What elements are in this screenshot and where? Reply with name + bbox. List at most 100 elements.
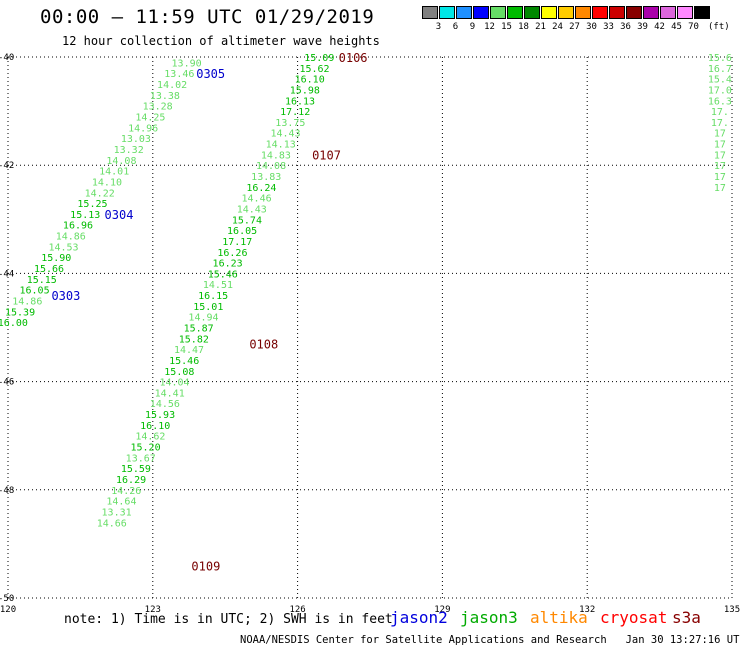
color-scale-label: 21 [535,22,546,32]
color-swatch [677,6,693,19]
track-id-label: 0108 [249,338,278,352]
swh-data-label: 14.94 [188,313,218,324]
swh-data-label: 14.08 [106,156,136,167]
y-tick-label: -44 [0,269,14,279]
swh-data-label: 17.12 [280,107,310,118]
page-title: 00:00 – 11:59 UTC 01/29/2019 [40,6,375,28]
swh-data-label: 15.59 [121,464,151,475]
footer-credit: NOAA/NESDIS Center for Satellite Applica… [240,634,740,646]
swh-data-label: 14.01 [99,167,129,178]
swh-data-label: 14.51 [203,280,233,291]
swh-data-label: 16.10 [140,421,170,432]
track-id-label: 0303 [51,289,80,303]
swh-data-label: 13.28 [143,102,173,113]
color-swatch [439,6,455,19]
swh-data-label: 16.23 [213,259,243,270]
swh-data-label: 13.90 [172,58,202,69]
page-subtitle: 12 hour collection of altimeter wave hei… [62,34,380,48]
swh-data-label: 14.86 [56,232,86,243]
swh-data-label: 14.13 [266,140,296,151]
swh-data-label: 15.4 [708,75,732,86]
color-scale-label: 39 [637,22,648,32]
swh-data-label: 15.08 [164,367,194,378]
swh-data-label: 14.66 [97,518,127,529]
swh-data-label: 14.08 [256,161,286,172]
swh-data-label: 14.43 [270,129,300,140]
color-swatch [422,6,438,19]
track-id-label: 0106 [339,51,368,65]
x-tick-label: 135 [724,605,740,615]
swh-data-label: 17 [714,172,726,183]
swh-data-label: 14.64 [106,497,136,508]
swh-data-label: 17 [714,161,726,172]
swh-data-label: 14.46 [242,194,272,205]
swh-data-label: 13.31 [102,507,132,518]
swh-data-label: 16.13 [285,96,315,107]
color-swatch [473,6,489,19]
swh-data-label: 16.29 [116,475,146,486]
swh-data-label: 14.86 [12,296,42,307]
swh-data-label: 17. [711,107,729,118]
legend-jason2: jason2 [390,608,448,627]
swh-data-label: 15.39 [5,307,35,318]
swh-data-label: 14.53 [48,242,78,253]
color-scale-label: 15 [501,22,512,32]
swh-data-label: 13.46 [164,69,194,80]
swh-data-label: 15.20 [131,443,161,454]
track-id-label: 0305 [196,67,225,81]
color-swatch [507,6,523,19]
track-id-label: 0304 [105,208,134,222]
swh-data-label: 13.38 [150,91,180,102]
swh-data-label: 16.05 [227,226,257,237]
swh-data-label: 14.83 [261,150,291,161]
swh-data-label: 17.0 [708,85,732,96]
swh-data-label: 15.6 [708,53,732,64]
y-tick-label: -46 [0,378,14,388]
swh-data-label: 13.83 [251,172,281,183]
swh-data-label: 15.01 [193,302,223,313]
swh-data-label: 15.62 [299,64,329,75]
swh-data-label: 14.62 [135,432,165,443]
swh-data-label: 15.74 [232,215,262,226]
legend-cryosat: cryosat [600,608,668,627]
legend-s3a: s3a [672,608,701,627]
swh-data-label: 16.96 [63,221,93,232]
color-swatch [575,6,591,19]
swh-data-label: 17 [714,140,726,151]
swh-data-label: 14.43 [237,204,267,215]
swh-data-label: 15.46 [208,269,238,280]
color-scale-unit: (ft) [708,22,730,32]
swh-data-label: 14.04 [159,378,189,389]
swh-data-label: 15.98 [290,85,320,96]
track-id-label: 0107 [312,148,341,162]
swh-data-label: 13.32 [114,145,144,156]
swh-data-label: 14.22 [85,188,115,199]
swh-data-label: 14.56 [150,399,180,410]
swh-data-label: 14.41 [155,388,185,399]
swh-data-label: 15.66 [34,264,64,275]
footer-note: note: 1) Time is in UTC; 2) SWH is in fe… [64,612,393,627]
swh-data-label: 14.02 [157,80,187,91]
color-swatch [626,6,642,19]
color-swatch [541,6,557,19]
color-scale-label: 33 [603,22,614,32]
y-tick-label: -50 [0,594,14,604]
swh-data-label: 15.82 [179,334,209,345]
color-swatch [609,6,625,19]
color-swatch [490,6,506,19]
swh-data-label: 15.46 [169,356,199,367]
swh-data-label: 16.24 [246,183,276,194]
swh-data-label: 13.03 [121,134,151,145]
swh-data-label: 15.15 [27,275,57,286]
swh-data-label: 15.25 [77,199,107,210]
color-swatch [592,6,608,19]
swh-data-label: 16.26 [217,248,247,259]
swh-data-label: 16.05 [19,286,49,297]
swh-data-label: 13.75 [275,118,305,129]
color-scale-label: 9 [469,22,476,32]
legend-altika: altika [530,608,588,627]
color-scale-label: 30 [586,22,597,32]
color-swatch [558,6,574,19]
swh-data-label: 14.26 [111,486,141,497]
